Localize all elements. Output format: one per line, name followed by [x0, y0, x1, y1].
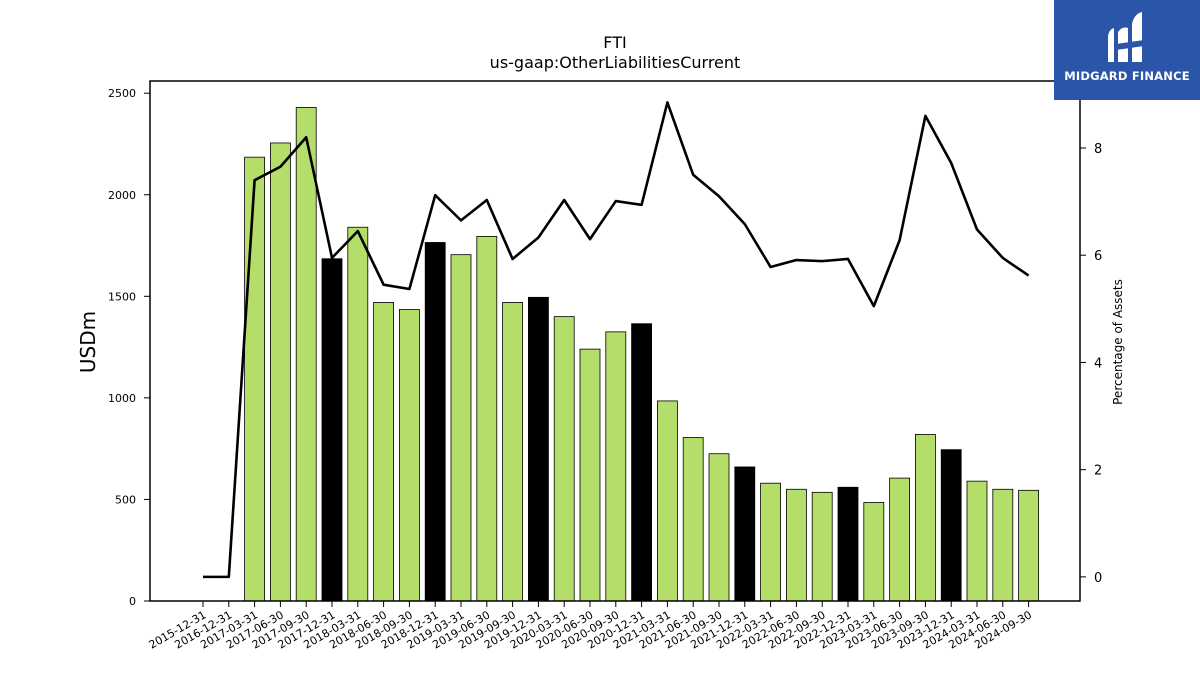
bar-2019-06-30 — [476, 235, 498, 602]
line-series — [203, 101, 1030, 579]
y-tick-label-right-0: 0 — [1094, 571, 1102, 586]
bar-2024-06-30 — [992, 488, 1014, 602]
bar-2024-03-31 — [966, 480, 988, 602]
bar-2022-06-30 — [786, 488, 807, 602]
bar-2019-03-31 — [450, 254, 472, 602]
bar-2023-12-31 — [940, 449, 962, 602]
bar-2024-09-30 — [1018, 489, 1039, 602]
percentage-line — [203, 101, 1030, 579]
bar-2017-12-31 — [321, 258, 343, 602]
bar-2020-03-31 — [553, 316, 575, 602]
bar-2021-03-31 — [657, 400, 678, 602]
bar-2023-03-31 — [863, 502, 885, 602]
logo-text: MIDGARD FINANCE — [1064, 69, 1190, 83]
chart-title: FTI — [603, 33, 626, 52]
plot-frame — [149, 80, 1081, 602]
y-tick-label-left-1500: 1500 — [108, 290, 136, 303]
y-tick-label-right-2: 2 — [1094, 464, 1102, 479]
bar-2023-06-30 — [889, 477, 910, 602]
y-tick-label-right-8: 8 — [1094, 142, 1102, 157]
y-axis-label-right: Percentage of Assets — [1111, 279, 1125, 405]
bar-series — [244, 107, 1039, 602]
bar-2021-06-30 — [682, 437, 704, 602]
bar-2018-06-30 — [373, 302, 395, 602]
y-tick-label-left-1000: 1000 — [108, 392, 136, 405]
bar-2019-09-30 — [502, 302, 524, 602]
bar-2017-06-30 — [269, 142, 291, 602]
brand-logo: MIDGARD FINANCE — [1054, 0, 1200, 100]
bar-2018-09-30 — [398, 309, 420, 602]
bar-2022-03-31 — [760, 482, 781, 602]
bar-2021-12-31 — [734, 466, 756, 602]
chart-subtitle: us-gaap:OtherLiabilitiesCurrent — [490, 53, 741, 72]
bar-2018-12-31 — [424, 242, 446, 602]
bar-2020-12-31 — [631, 323, 652, 602]
bar-2021-09-30 — [708, 453, 730, 602]
y-tick-label-right-6: 6 — [1094, 249, 1102, 264]
y-tick-label-right-4: 4 — [1094, 356, 1102, 371]
bar-2020-06-30 — [579, 348, 601, 602]
y-axis-left: 0 500 1000 1500 2000 2500 — [108, 87, 150, 608]
x-axis: 2015-12-312016-12-312017-03-312017-06-30… — [147, 601, 1034, 652]
bar-2018-03-31 — [347, 226, 369, 602]
bar-2022-12-31 — [837, 486, 859, 602]
bar-2017-03-31 — [244, 156, 266, 602]
y-tick-label-left-2000: 2000 — [108, 189, 136, 202]
bar-2017-09-30 — [295, 107, 317, 602]
bar-2023-09-30 — [915, 434, 936, 602]
bar-2019-12-31 — [528, 296, 549, 602]
bar-2020-09-30 — [605, 331, 627, 602]
y-tick-label-left-500: 500 — [115, 493, 136, 506]
y-tick-label-left-2500: 2500 — [108, 87, 136, 100]
y-axis-right: 0 2 4 6 8 — [1080, 142, 1102, 586]
bar-2022-09-30 — [811, 491, 833, 602]
midgard-logo-icon — [1108, 12, 1144, 62]
y-axis-label: USDm — [76, 311, 100, 373]
y-tick-label-left-0: 0 — [129, 595, 136, 608]
